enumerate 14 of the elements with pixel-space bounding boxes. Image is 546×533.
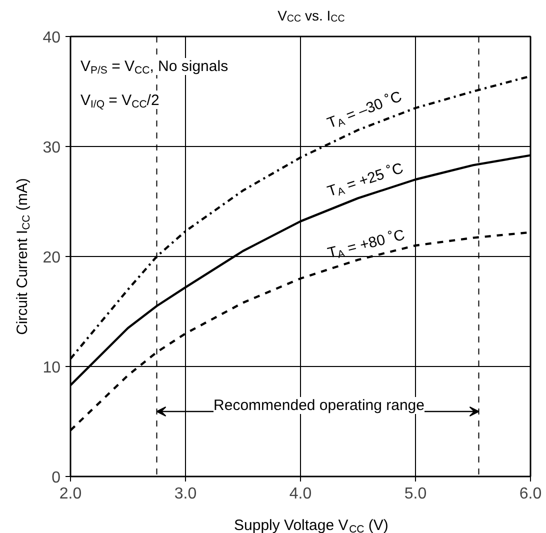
annotation: Recommended operating range — [214, 397, 424, 414]
y-tick-label: 0 — [52, 470, 61, 486]
y-axis-title: Circuit Current ICC (mA) — [14, 178, 32, 335]
text: TA = +25 ˚C — [325, 160, 406, 200]
y-tick-label: 20 — [42, 250, 61, 266]
x-tick-label: 4.0 — [289, 486, 312, 502]
y-tick-label: 10 — [42, 360, 61, 376]
y-tick-label: 30 — [42, 140, 61, 156]
y-tick-label: 40 — [42, 30, 61, 46]
x-tick-label: 5.0 — [404, 486, 427, 502]
x-tick-label: 2.0 — [59, 486, 82, 502]
x-tick-label: 3.0 — [174, 486, 197, 502]
text: TA = –30 ˚C — [324, 88, 404, 132]
x-tick-label: 6.0 — [519, 486, 542, 502]
